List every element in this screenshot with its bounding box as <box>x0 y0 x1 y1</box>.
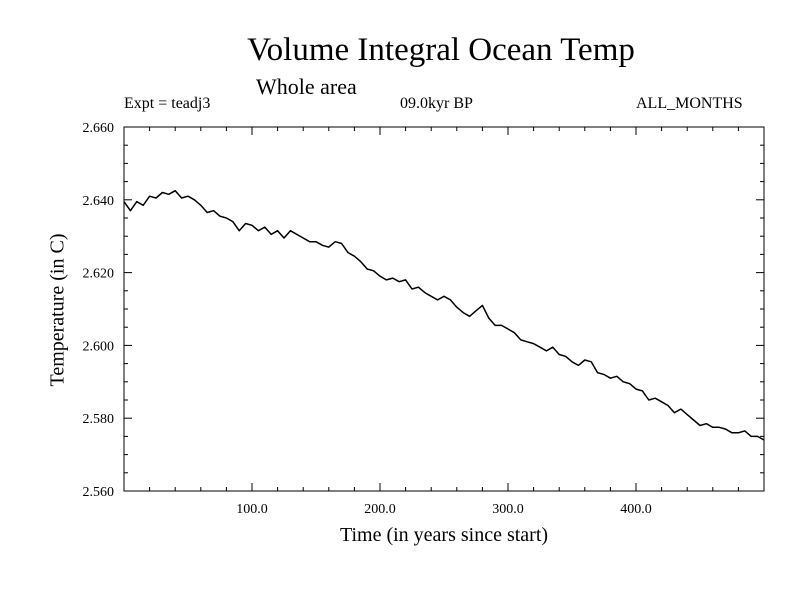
y-tick-label: 2.560 <box>83 485 115 500</box>
x-tick-label: 300.0 <box>492 502 524 517</box>
series-layer <box>123 189 765 441</box>
x-tick-label: 400.0 <box>620 502 652 517</box>
ticks-layer <box>124 127 764 491</box>
tick-labels-layer: 100.0 200.0 300.0 400.0 2.560 2.580 2.600 2.620… <box>83 121 652 517</box>
chart-title: Volume Integral Ocean Temp <box>247 32 635 68</box>
y-tick-label: 2.660 <box>83 121 115 136</box>
months-label: ALL_MONTHS <box>636 95 743 112</box>
y-tick-label: 2.640 <box>83 194 115 209</box>
x-tick-label: 200.0 <box>364 502 396 517</box>
x-tick-label: 100.0 <box>236 502 268 517</box>
period-label: 09.0kyr BP <box>400 95 473 112</box>
y-tick-label: 2.580 <box>83 412 115 427</box>
series-line <box>123 189 765 441</box>
chart-subtitle: Whole area <box>256 74 357 99</box>
y-tick-label: 2.620 <box>83 267 115 282</box>
x-axis-label: Time (in years since start) <box>339 524 549 546</box>
experiment-label: Expt = teadj3 <box>124 95 211 112</box>
y-tick-label: 2.600 <box>83 339 115 354</box>
plot-frame <box>123 126 765 492</box>
